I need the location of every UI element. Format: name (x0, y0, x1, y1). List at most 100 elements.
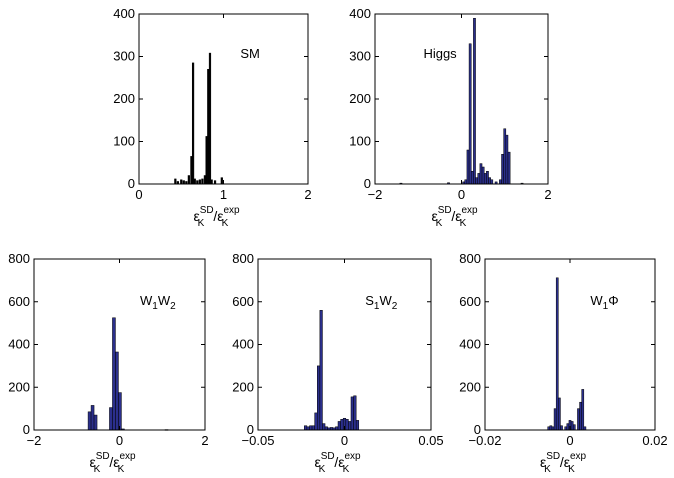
histogram-bar (311, 425, 315, 431)
histogram-bar (198, 179, 201, 185)
x-axis-label: εSD K/εexp K (194, 205, 241, 229)
histogram-bar (479, 163, 483, 185)
histogram-bar (507, 151, 511, 185)
y-tick-label: 600 (8, 294, 30, 309)
panel-label: SM (240, 46, 260, 61)
histogram-bar (340, 419, 344, 431)
histogram-bar (475, 177, 478, 185)
y-tick-label: 400 (113, 6, 135, 21)
histogram-bar (190, 156, 193, 185)
x-axis-label: εSD K/εexp K (432, 205, 479, 229)
x-tick-label: 0 (116, 433, 123, 448)
y-tick-label: 800 (8, 251, 30, 266)
panel-label: S1W2 (365, 293, 398, 312)
histogram-bar (503, 128, 507, 185)
panel-sm: 0 100 200 300 400 0 1 2 SM εSD K/εexp K (113, 6, 311, 229)
histogram-bar (505, 134, 509, 185)
histogram-bar (201, 178, 204, 185)
x-tick-label: −0.02 (469, 433, 502, 448)
y-tick-label: 800 (232, 251, 254, 266)
histogram-bar (468, 43, 472, 185)
panel-label: W1Φ (590, 293, 618, 312)
histogram-bar (486, 171, 489, 185)
histogram-bar (180, 179, 183, 185)
histogram-bar (187, 175, 190, 185)
histogram-bar (558, 397, 561, 431)
histogram-bar (193, 178, 196, 185)
histogram-bar (174, 178, 177, 185)
x-tick-label: 0 (135, 187, 142, 202)
x-tick-label: −2 (368, 187, 383, 202)
x-tick-label: −0.05 (242, 433, 275, 448)
histogram-bar (93, 414, 98, 431)
histogram-bar (304, 425, 308, 431)
histogram-bar (115, 351, 119, 431)
histogram-bar (490, 179, 494, 185)
y-tick-label: 200 (349, 91, 371, 106)
y-tick-label: 400 (232, 337, 254, 352)
y-tick-label: 300 (349, 49, 371, 64)
y-tick-label: 0 (474, 422, 481, 437)
y-tick-label: 300 (113, 49, 135, 64)
panel-label: Higgs (423, 46, 457, 61)
y-tick-label: 400 (8, 337, 30, 352)
axes-frame (138, 13, 309, 185)
histogram-bar (109, 407, 113, 431)
histogram-bar (464, 179, 468, 185)
y-tick-label: 400 (349, 6, 371, 21)
histogram-bar (481, 166, 485, 185)
y-tick-label: 600 (232, 294, 254, 309)
histogram-bar (577, 408, 580, 431)
histogram-bar (501, 154, 504, 185)
histogram-bar (499, 179, 502, 185)
histogram-bar (473, 18, 476, 185)
histogram-bar (570, 421, 574, 431)
histogram-bar (566, 423, 570, 431)
y-tick-label: 0 (364, 176, 371, 191)
histogram-bar (208, 52, 212, 185)
histogram-bar (483, 173, 487, 185)
histogram-bar (579, 401, 582, 431)
histogram-bar (350, 396, 354, 431)
histogram-bar (560, 425, 563, 431)
histogram-bar (477, 173, 481, 185)
histogram-bar (118, 392, 122, 431)
histogram-bar (488, 177, 491, 185)
histogram-bar (191, 62, 195, 185)
y-tick-label: 0 (128, 176, 135, 191)
x-tick-label: 2 (304, 187, 311, 202)
histogram-bar (555, 277, 559, 431)
histogram-bar (309, 425, 313, 431)
histogram-bar (196, 180, 199, 185)
y-tick-label: 800 (459, 251, 481, 266)
histogram-bar (317, 365, 321, 431)
histogram-bar (337, 421, 341, 431)
x-tick-label: 1 (220, 187, 227, 202)
histogram-bar (466, 149, 470, 185)
histogram-bar (319, 310, 323, 431)
axes-frame (484, 258, 656, 431)
histogram-bar (549, 425, 553, 431)
histogram-bar (207, 69, 210, 185)
x-tick-label: −2 (27, 433, 42, 448)
histogram-bar (470, 171, 474, 185)
histogram-bar (112, 317, 116, 431)
y-tick-label: 100 (113, 134, 135, 149)
axes-frame (257, 258, 432, 431)
y-tick-label: 200 (8, 379, 30, 394)
histogram-bar (220, 177, 223, 185)
histogram-bar (355, 420, 360, 431)
y-tick-label: 0 (23, 422, 30, 437)
histogram-bar (572, 424, 576, 431)
y-tick-label: 200 (113, 91, 135, 106)
x-tick-label: 0 (566, 433, 573, 448)
histogram-bar (581, 389, 585, 431)
histogram-bar (314, 412, 318, 431)
histogram-bar (90, 405, 95, 431)
x-tick-label: 0 (341, 433, 348, 448)
histogram-bar (182, 180, 185, 185)
